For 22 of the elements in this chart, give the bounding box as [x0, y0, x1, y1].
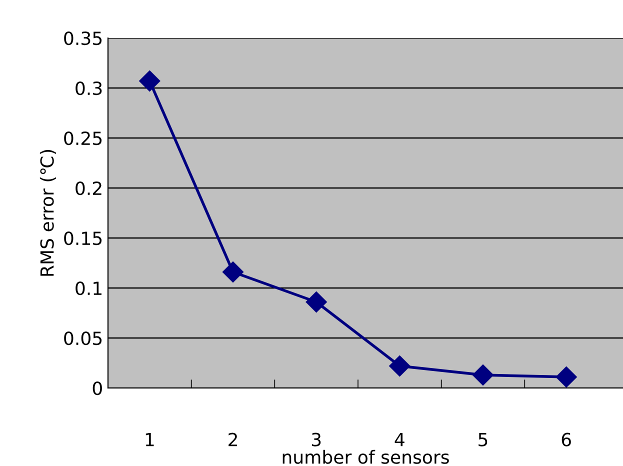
y-tick-label: 0.3	[76, 81, 102, 96]
y-tick-label: 0.2	[76, 181, 102, 196]
y-tick-label: 0.1	[76, 281, 102, 296]
point	[222, 261, 244, 283]
y-tick-label: 0.25	[64, 131, 102, 146]
y-tick-label: 0.15	[64, 231, 102, 246]
x-tick-label: 5	[478, 433, 488, 446]
y-tick-label: 0.35	[64, 31, 102, 46]
point	[472, 364, 494, 386]
point	[389, 355, 410, 377]
x-axis-title: number of sensors	[282, 450, 449, 464]
point	[556, 366, 577, 388]
x-tick-label: 1	[146, 433, 154, 446]
y-tick-label: 0.05	[64, 331, 102, 346]
point	[306, 291, 327, 313]
x-tick-label: 2	[228, 432, 237, 446]
x-tick-label: 3	[312, 432, 321, 446]
point	[139, 70, 160, 92]
y-tick-label: 0	[92, 381, 102, 396]
y-axis-title: RMS error (℃)	[40, 150, 56, 276]
x-tick-label: 6	[562, 432, 571, 446]
x-tick-label: 4	[394, 433, 404, 446]
